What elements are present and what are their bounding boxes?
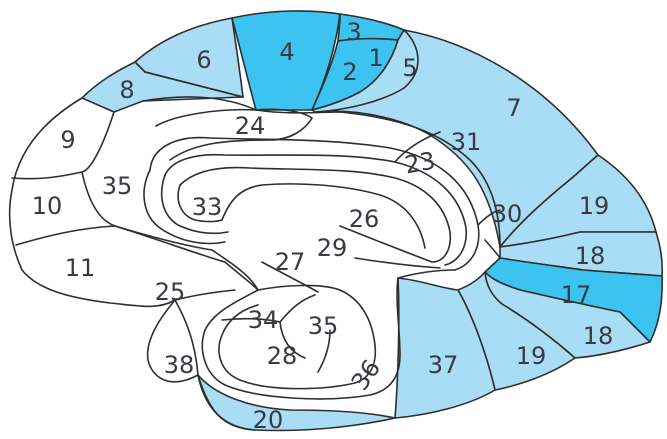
border-9-10 [11,171,83,180]
area-27-label: 27 [275,248,306,276]
area-34-label: 34 [248,306,279,334]
area-30-label: 30 [492,200,523,228]
area-28-label: 28 [267,342,298,370]
area-labels: 1234567891011171818191920232425262728293… [32,18,614,434]
area-6-label: 6 [196,46,211,74]
area-25-label: 25 [155,278,186,306]
area-2-label: 2 [342,58,357,86]
area-37-region [394,277,496,419]
fornix [221,183,426,249]
border-24 [155,108,313,161]
area-26-label: 26 [349,205,380,233]
border-28 [279,321,306,359]
area-23-label: 23 [403,147,438,180]
area-4-label: 4 [279,38,294,66]
corpus-callosum-genu-inner [161,174,229,235]
temporal-bottom-outline [197,374,256,431]
area-19-lower-label: 19 [516,342,547,370]
area-8-region [81,61,244,113]
border-9-35 [81,111,115,173]
area-38-label: 38 [164,351,195,379]
area-35-upper-label: 35 [102,172,133,200]
border-30 [477,209,501,226]
corpus-callosum-rostrum [177,184,223,223]
area-10-label: 10 [32,192,63,220]
area-11-label: 11 [65,254,96,282]
border-6-8 [144,71,244,98]
area-4-region [231,10,341,111]
corpus-callosum-outline [179,166,452,263]
area-35-lower-label: 35 [308,312,339,340]
hippocampal-loop-outer [201,249,456,400]
border-10-11 [15,225,116,246]
callosal-sulcus-outer [149,136,480,271]
area-1-label: 1 [368,44,383,72]
callosal-sulcus-inner [164,153,468,266]
area-19-upper-label: 19 [579,192,610,220]
area-29-label: 29 [317,234,348,262]
border-25-bottom [174,289,236,301]
area-17-label: 17 [561,281,592,309]
area-9-label: 9 [60,126,75,154]
inner-border-26 [339,225,433,263]
border-38 [174,299,199,376]
border-31-lower [484,239,501,259]
border-25-34 [224,261,259,291]
area-24-label: 24 [235,112,266,140]
cingulate-outer [142,96,501,248]
area-18-upper-label: 18 [575,242,606,270]
area-7-label: 7 [506,94,521,122]
border-35-36 [317,329,331,373]
hippocampal-loop-inner [218,284,377,390]
area-5-label: 5 [402,54,417,82]
border-11-25 [114,225,226,263]
area-8-label: 8 [119,76,134,104]
border-27 [261,261,319,293]
corpus-callosum-genu [143,169,226,245]
area-31-label: 31 [451,128,482,156]
area-36-label: 36 [346,354,386,395]
area-20-label: 20 [253,406,284,434]
inner-border-29 [354,257,441,269]
area-18-lower-label: 18 [583,322,614,350]
border-23-31 [394,131,441,163]
area-3-label: 3 [346,18,361,46]
area-37-label: 37 [428,351,459,379]
area-33-label: 33 [192,193,223,221]
